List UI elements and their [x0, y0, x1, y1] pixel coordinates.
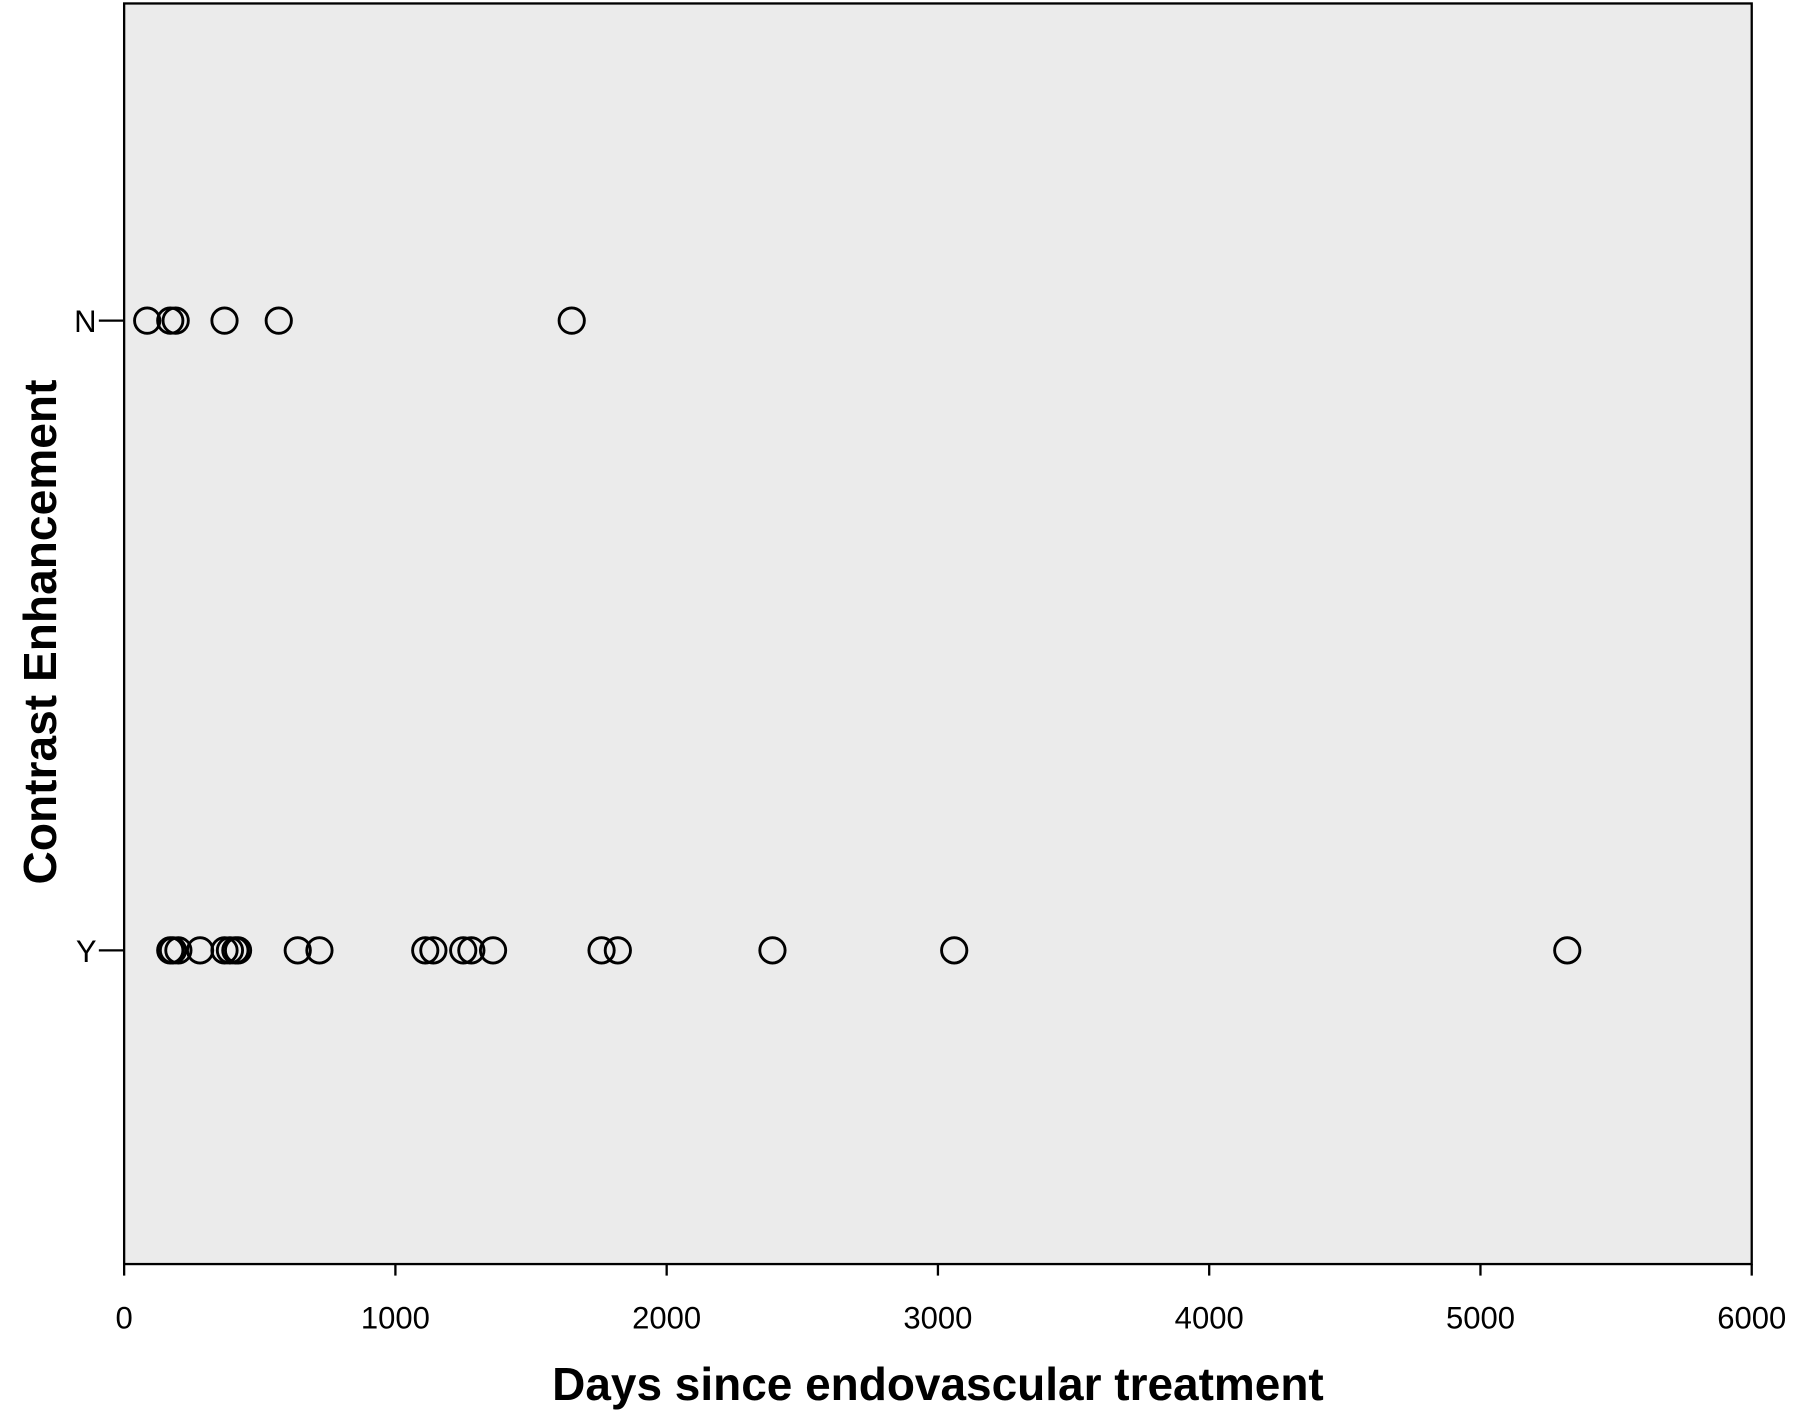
x-tick-label: 5000 [1446, 1301, 1515, 1336]
point [161, 306, 190, 335]
point [940, 936, 969, 965]
point [133, 306, 162, 335]
point [557, 306, 586, 335]
y-tick-label: Y [76, 934, 97, 969]
point [419, 936, 448, 965]
x-tick-label: 1000 [361, 1301, 430, 1336]
y-tick-label: N [74, 304, 96, 339]
point [457, 936, 486, 965]
point [411, 936, 440, 965]
x-tick-label: 3000 [903, 1301, 972, 1336]
x-tick-label: 0 [116, 1301, 133, 1336]
plot-area [122, 2, 1753, 1266]
point [478, 936, 508, 965]
point [587, 936, 616, 965]
x-axis-label: Days since endovascular treatment [552, 1358, 1324, 1410]
y-axis-label: Contrast Enhancement [14, 380, 66, 885]
point [283, 936, 312, 965]
point [305, 936, 334, 965]
point [449, 936, 478, 965]
x-tick-label: 4000 [1175, 1301, 1244, 1336]
point [603, 936, 632, 965]
point [264, 306, 293, 335]
point [758, 936, 787, 965]
point [1553, 936, 1582, 965]
point [210, 306, 239, 335]
x-tick-label: 2000 [632, 1301, 701, 1336]
x-tick-label: 6000 [1717, 1301, 1786, 1336]
point [164, 936, 193, 965]
point [223, 936, 253, 965]
